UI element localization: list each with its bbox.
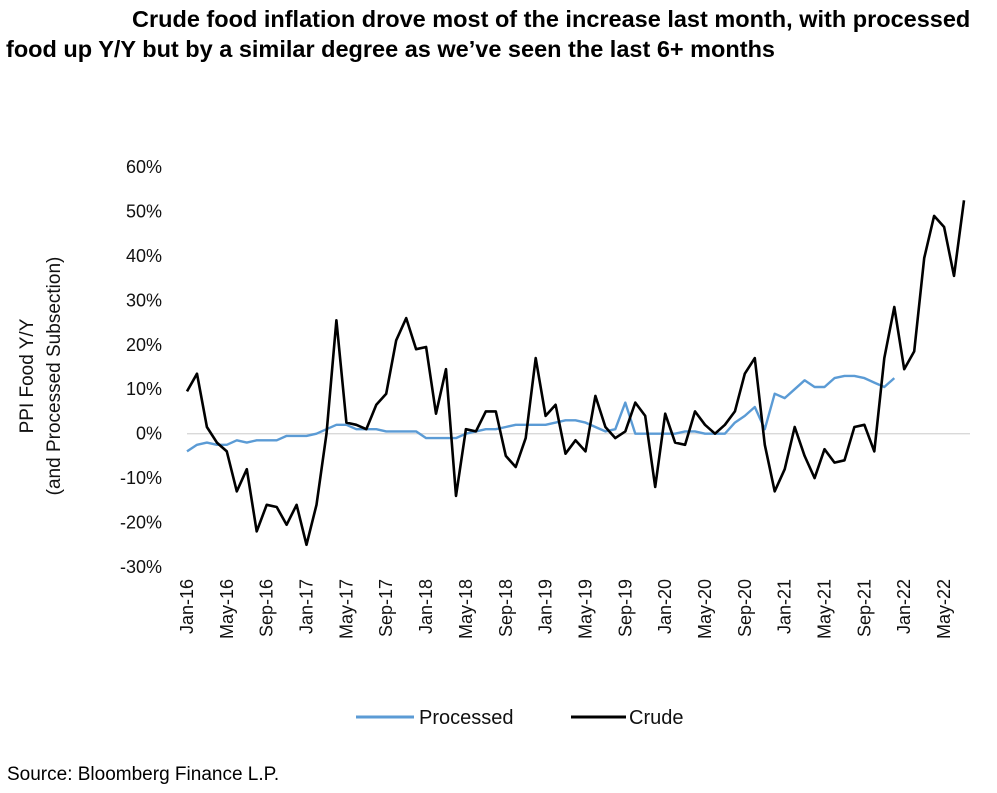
y-tick-label: -30%: [120, 557, 162, 577]
y-axis-title-line2: (and Processed Subsection): [44, 257, 65, 496]
y-tick-label: 50%: [126, 201, 162, 221]
chart-title: Crude food inflation drove most of the i…: [6, 6, 971, 62]
x-tick-label: Jan-22: [894, 579, 914, 634]
y-tick-label: 30%: [126, 290, 162, 310]
y-axis-title: PPI Food Y/Y (and Processed Subsection): [17, 257, 65, 496]
x-tick-label: May-17: [336, 579, 356, 639]
y-tick-label: 20%: [126, 335, 162, 355]
x-tick-label: Sep-16: [257, 579, 277, 637]
legend: Processed Crude: [356, 707, 683, 729]
source-note: Source: Bloomberg Finance L.P.: [7, 764, 280, 785]
legend-label-crude: Crude: [629, 707, 683, 729]
series-line-processed: [186, 374, 896, 453]
x-tick-label: Jan-17: [297, 579, 317, 634]
x-tick-label: Sep-18: [496, 579, 516, 637]
y-tick-label: 0%: [136, 424, 162, 444]
legend-label-processed: Processed: [419, 707, 514, 729]
y-tick-label: 60%: [126, 157, 162, 177]
x-tick-label: Sep-20: [735, 579, 755, 637]
y-tick-label: 10%: [126, 379, 162, 399]
x-tick-label: Jan-19: [536, 579, 556, 634]
y-axis: 60% 50% 40% 30% 20% 10% 0% -10% -20% -30%: [120, 157, 162, 577]
y-tick-label: -20%: [120, 513, 162, 533]
chart: PPI Food Y/Y (and Processed Subsection) …: [17, 157, 970, 729]
y-axis-title-line1: PPI Food Y/Y: [17, 318, 38, 433]
x-tick-label: Jan-20: [655, 579, 675, 634]
y-tick-label: 40%: [126, 246, 162, 266]
x-tick-label: May-20: [695, 579, 715, 639]
x-tick-label: Sep-17: [376, 579, 396, 637]
x-tick-label: May-16: [217, 579, 237, 639]
plot-area: [185, 200, 970, 547]
x-tick-label: Jan-21: [775, 579, 795, 634]
series-line-crude: [185, 200, 966, 547]
x-tick-label: Sep-21: [854, 579, 874, 637]
x-tick-label: Sep-19: [615, 579, 635, 637]
x-tick-label: Jan-16: [177, 579, 197, 634]
x-tick-label: May-19: [575, 579, 595, 639]
x-tick-label: May-21: [815, 579, 835, 639]
x-tick-label: May-22: [934, 579, 954, 639]
y-tick-label: -10%: [120, 468, 162, 488]
x-axis: Jan-16 May-16 Sep-16 Jan-17 May-17 Sep-17 Jan-…: [177, 579, 954, 639]
x-tick-label: May-18: [456, 579, 476, 639]
x-tick-label: Jan-18: [416, 579, 436, 634]
